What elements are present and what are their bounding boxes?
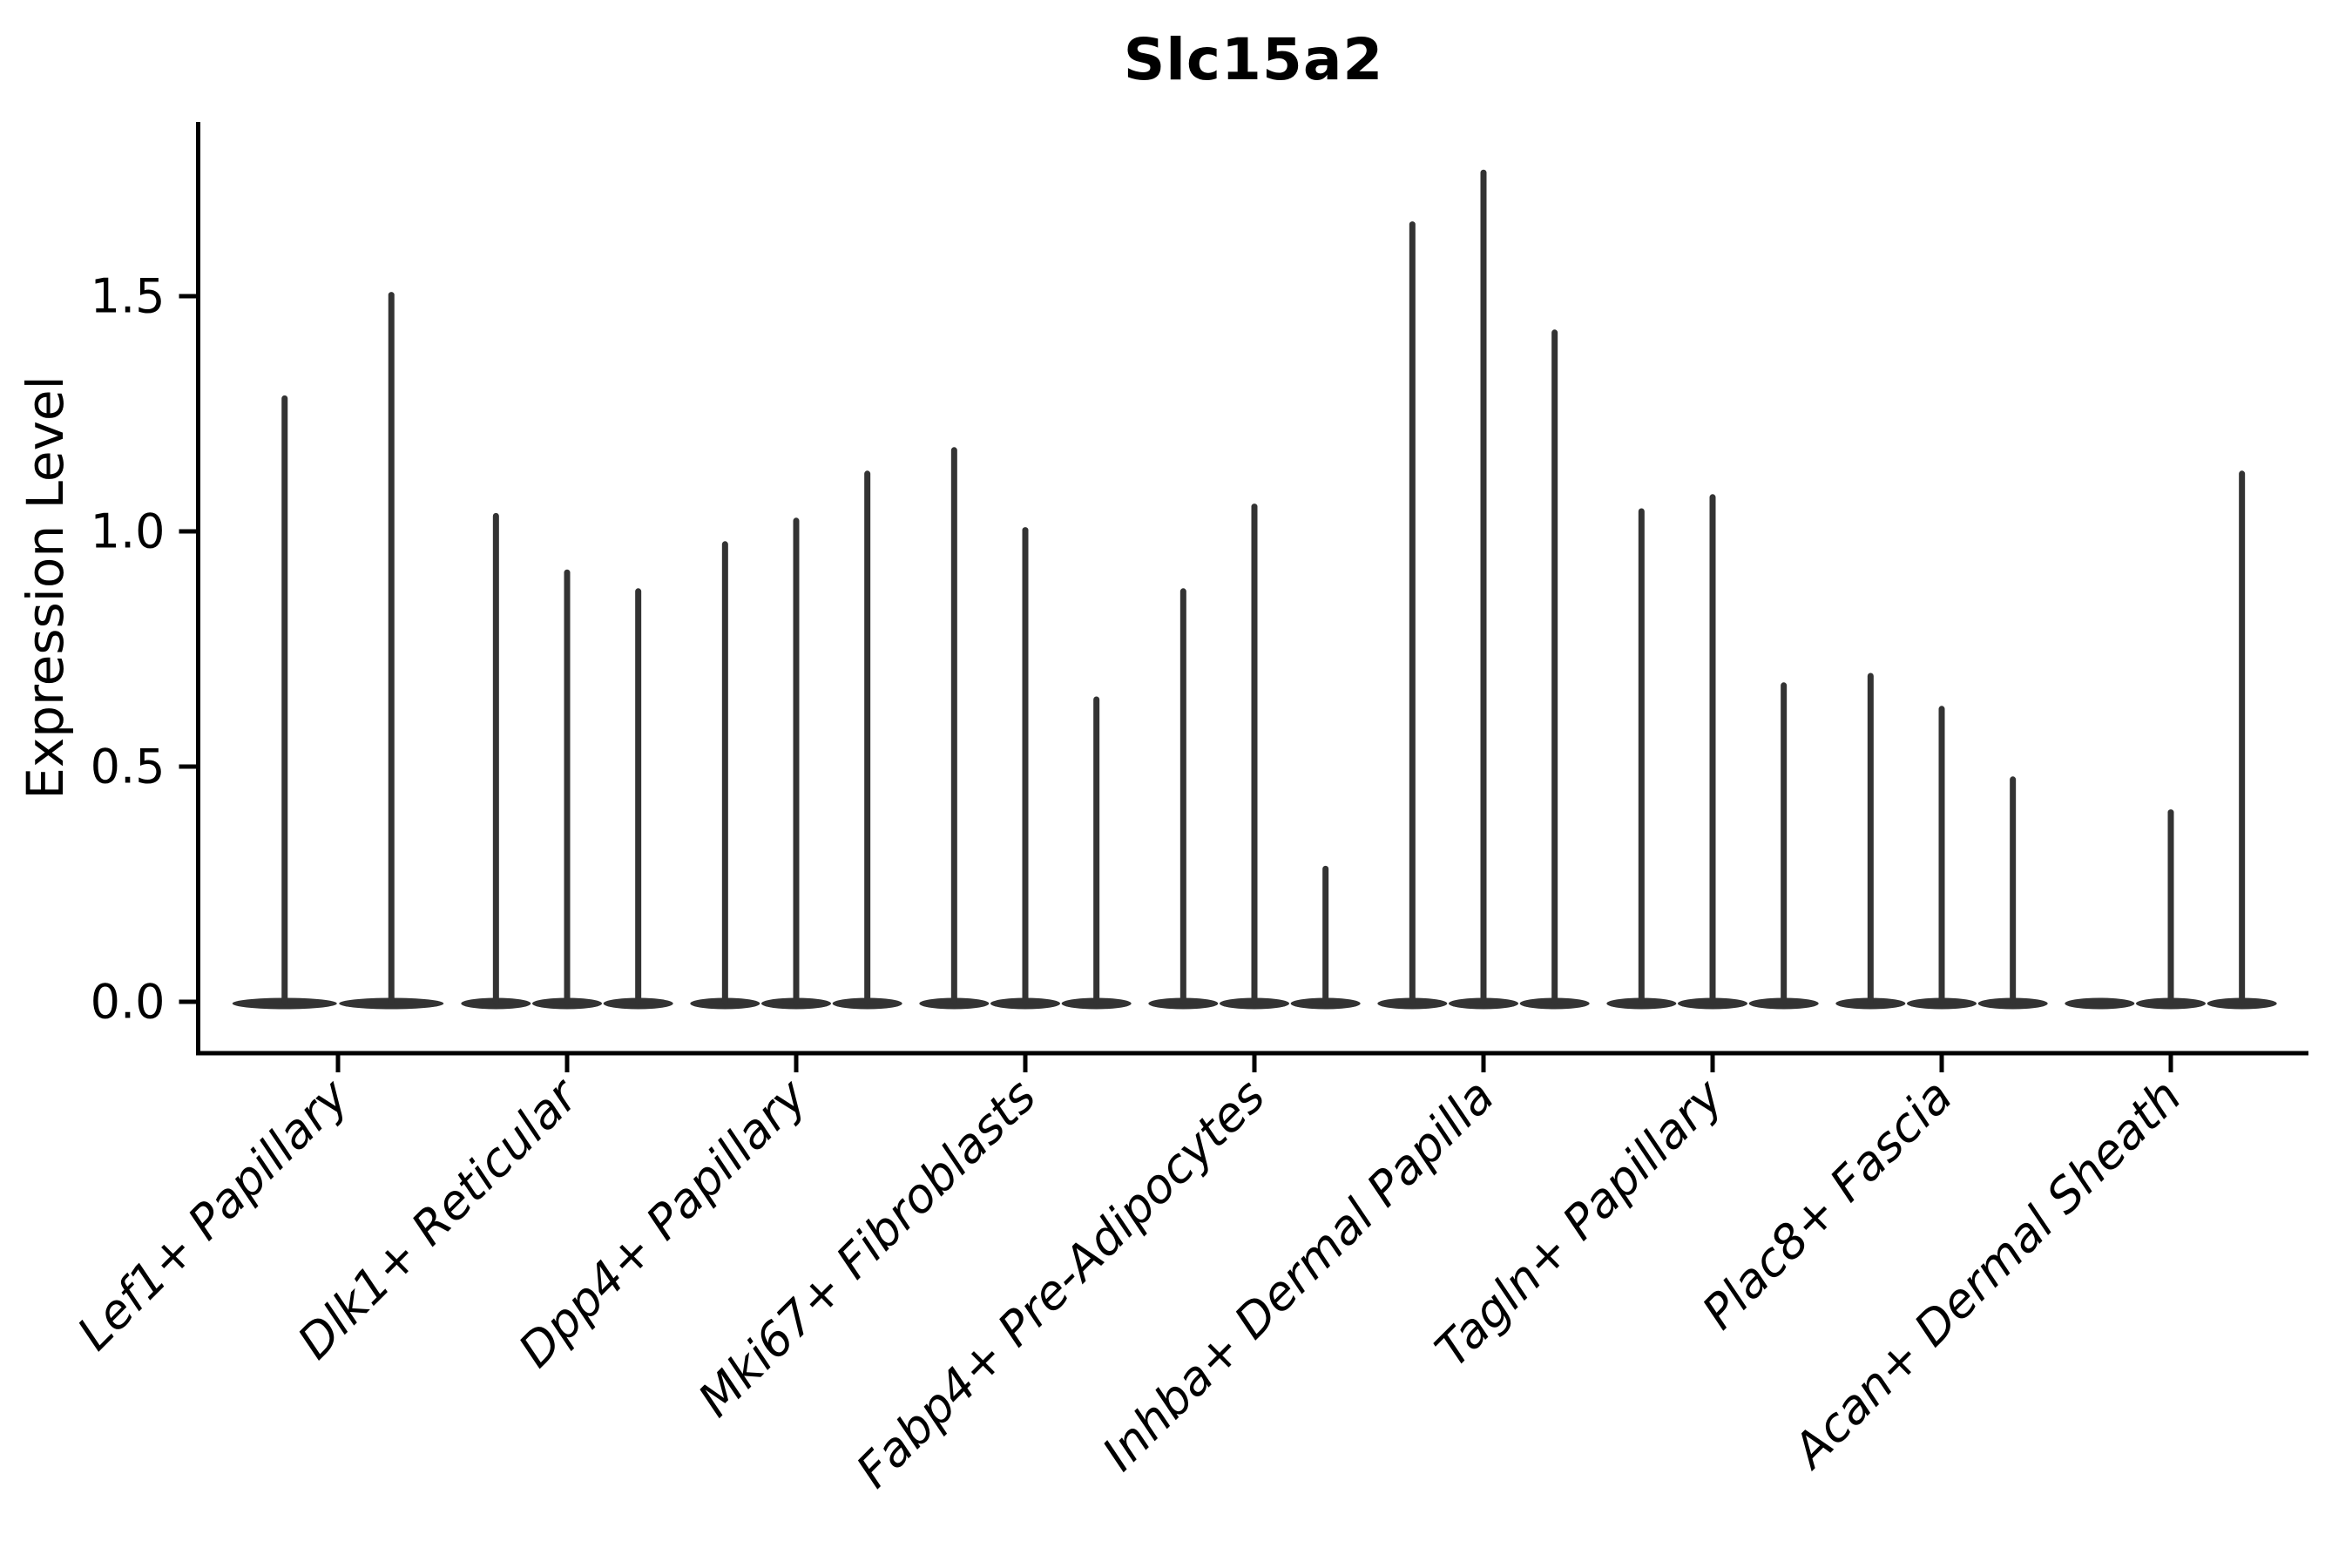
chart-title: Slc15a2 [1123, 26, 1384, 93]
x-tick-label: Acan+ Dermal Sheath [1781, 1069, 2192, 1480]
y-tick-label: 1.0 [91, 504, 166, 559]
x-tick-label: Fabp4+ Pre-Adipocytes [846, 1069, 1275, 1498]
y-axis-label: Expression Level [16, 375, 75, 799]
x-tick-label: Inhba+ Dermal Papilla [1092, 1069, 1504, 1482]
violin-body [2065, 997, 2135, 1010]
y-tick-label: 0.5 [91, 740, 166, 794]
y-tick-label: 1.5 [91, 269, 166, 324]
y-tick-label: 0.0 [91, 975, 166, 1030]
